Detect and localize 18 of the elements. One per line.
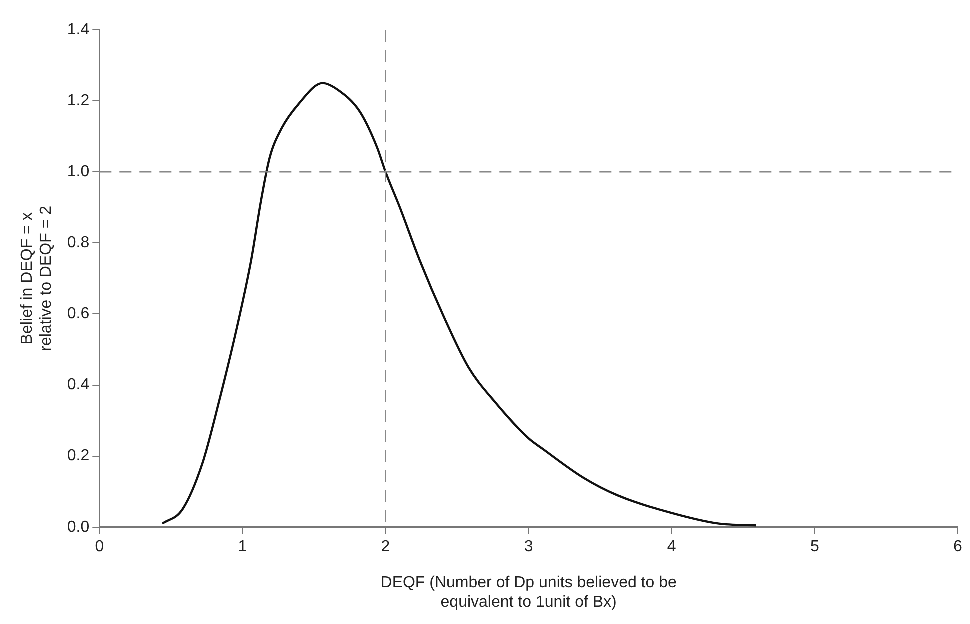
y-axis-title: Belief in DEQF = x relative to DEQF = 2 <box>19 206 56 352</box>
x-tick-label: 3 <box>524 538 534 556</box>
x-tick-label: 4 <box>667 538 676 556</box>
x-tick-label: 2 <box>381 538 390 556</box>
y-tick-label: 0.6 <box>67 306 90 323</box>
y-tick-label: 1.0 <box>67 164 90 181</box>
y-tick-label: 0.8 <box>67 234 90 252</box>
x-tick-label: 6 <box>954 538 963 556</box>
x-axis-title: DEQF (Number of Dp units believed to be equivalent to 1unit of Bx) <box>380 574 677 611</box>
y-tick-label: 1.2 <box>67 92 90 110</box>
x-tick-label: 5 <box>810 538 820 556</box>
y-tick-label: 1.4 <box>67 21 90 38</box>
x-tick-label: 0 <box>95 538 104 556</box>
x-tick-label: 1 <box>238 538 248 556</box>
y-tick-label: 0.4 <box>67 376 90 394</box>
line-series <box>161 82 758 527</box>
y-tick-label: 0.2 <box>67 448 90 465</box>
y-tick-label: 0.0 <box>67 518 90 536</box>
